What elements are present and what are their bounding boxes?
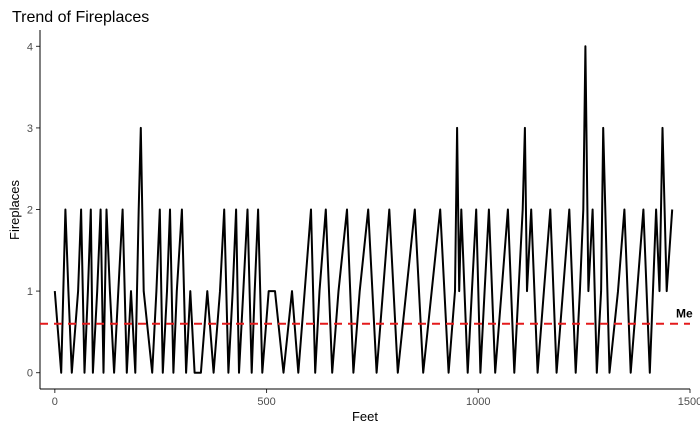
x-axis-ticks: 0 500 1000 1500 [52,389,700,408]
y-tick-label: 0 [27,368,33,380]
x-tick-label: 1000 [466,396,490,408]
y-tick-label: 3 [27,123,33,135]
y-axis-ticks: 0 1 2 3 4 [27,41,40,380]
y-tick-label: 1 [27,286,33,298]
x-tick-label: 1500 [678,396,700,408]
chart-title: Trend of Fireplaces [12,9,149,26]
mean-label: Me [676,307,693,321]
x-tick-label: 0 [52,396,58,408]
x-tick-label: 500 [257,396,275,408]
x-axis-title: Feet [352,409,378,424]
fireplaces-series-line [53,45,674,374]
y-tick-label: 4 [27,41,33,53]
y-tick-label: 2 [27,205,33,217]
y-axis-title: Fireplaces [7,180,22,240]
